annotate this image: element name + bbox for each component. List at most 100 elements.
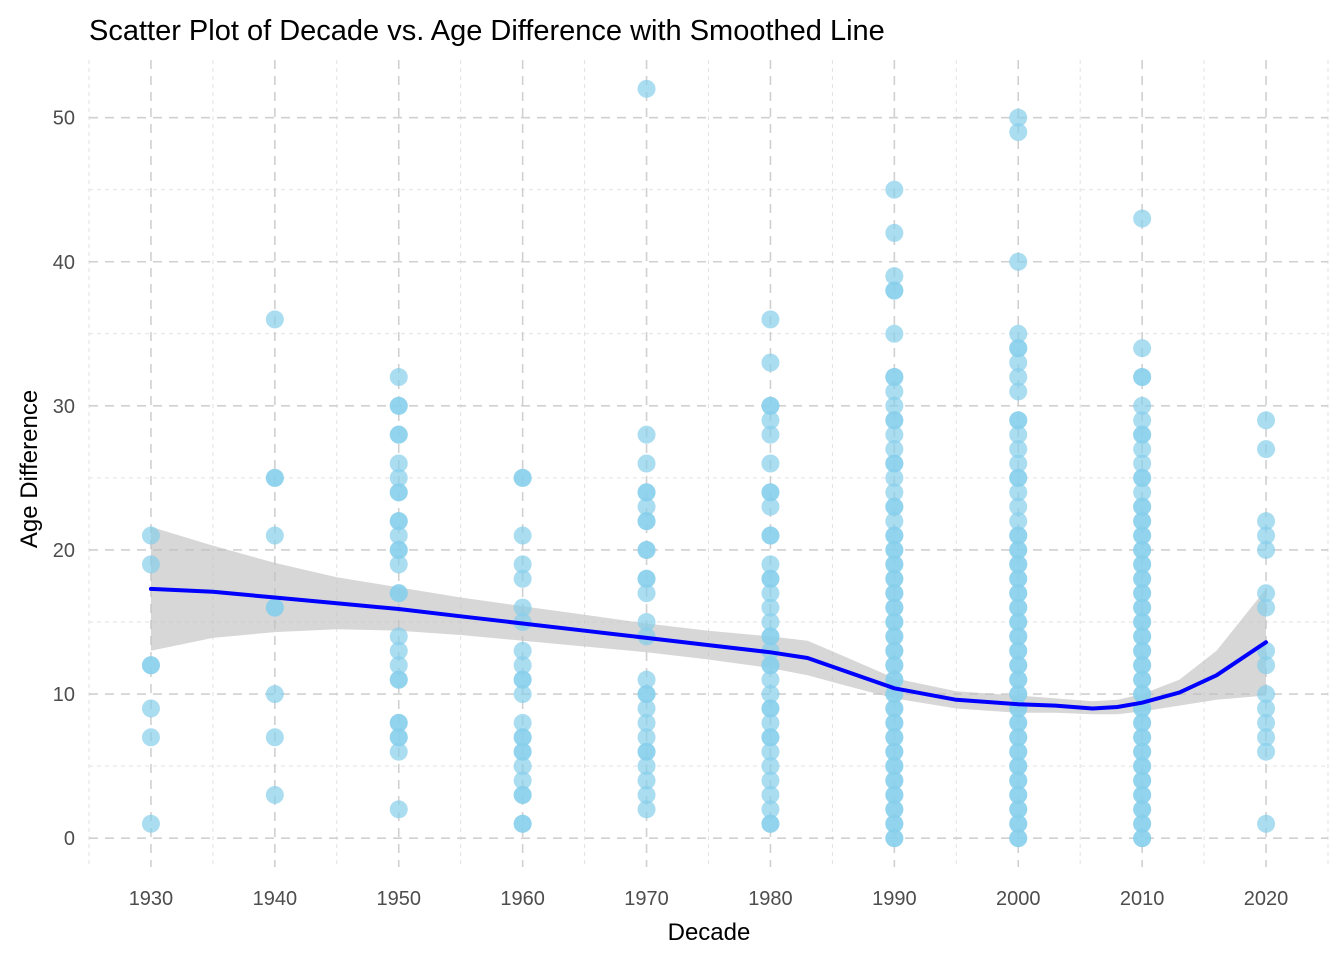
chart-title: Scatter Plot of Decade vs. Age Differenc…	[89, 15, 885, 47]
data-point	[1133, 728, 1152, 747]
data-point	[513, 569, 532, 588]
data-point	[1257, 512, 1276, 531]
data-point	[1133, 425, 1152, 444]
data-point	[637, 483, 656, 502]
data-point	[761, 310, 780, 329]
data-point	[1133, 555, 1152, 574]
data-point	[761, 670, 780, 689]
data-point	[1009, 656, 1028, 675]
data-point	[1133, 670, 1152, 689]
data-point	[761, 699, 780, 718]
data-point	[1009, 108, 1028, 127]
data-point	[637, 79, 656, 98]
data-point	[1009, 670, 1028, 689]
data-point	[885, 771, 904, 790]
data-point	[761, 785, 780, 804]
data-point	[761, 800, 780, 819]
data-point	[513, 728, 532, 747]
data-point	[1257, 411, 1276, 430]
data-point	[761, 425, 780, 444]
data-point	[885, 584, 904, 603]
data-point	[1009, 252, 1028, 271]
data-point	[1133, 613, 1152, 632]
data-point	[513, 757, 532, 776]
data-point	[885, 512, 904, 531]
data-point	[885, 555, 904, 574]
data-point	[761, 627, 780, 646]
data-point	[637, 685, 656, 704]
data-point	[1009, 339, 1028, 358]
data-point	[761, 555, 780, 574]
data-point	[885, 425, 904, 444]
data-point	[761, 613, 780, 632]
data-point	[637, 613, 656, 632]
data-point	[761, 483, 780, 502]
data-point	[1133, 685, 1152, 704]
data-point	[389, 641, 408, 660]
data-point	[761, 353, 780, 372]
data-point	[389, 800, 408, 819]
data-point	[513, 468, 532, 487]
data-point	[389, 713, 408, 732]
data-point	[141, 656, 160, 675]
data-point	[885, 785, 904, 804]
data-point	[1133, 598, 1152, 617]
data-point	[1009, 411, 1028, 430]
data-point	[513, 685, 532, 704]
data-point	[1009, 353, 1028, 372]
data-point	[1009, 440, 1028, 459]
data-point	[141, 699, 160, 718]
data-point	[885, 728, 904, 747]
data-point	[885, 670, 904, 689]
data-point	[637, 569, 656, 588]
data-point	[1009, 785, 1028, 804]
data-point	[1133, 396, 1152, 415]
y-tick-label: 10	[53, 684, 75, 706]
data-point	[1133, 713, 1152, 732]
data-point	[637, 785, 656, 804]
data-point	[513, 771, 532, 790]
data-point	[1009, 641, 1028, 660]
data-point	[1257, 814, 1276, 833]
data-point	[885, 699, 904, 718]
data-point	[885, 440, 904, 459]
data-point	[1133, 411, 1152, 430]
data-point	[389, 526, 408, 545]
data-point	[513, 641, 532, 660]
data-point	[389, 368, 408, 387]
data-point	[1009, 555, 1028, 574]
smoothed-line-group	[148, 586, 1268, 711]
data-point	[637, 699, 656, 718]
data-point	[1009, 382, 1028, 401]
data-point	[1133, 742, 1152, 761]
data-point	[389, 454, 408, 473]
data-point	[1257, 742, 1276, 761]
data-point	[885, 382, 904, 401]
confidence-band-area	[150, 526, 1266, 715]
data-point	[1133, 540, 1152, 559]
data-point	[885, 526, 904, 545]
data-point	[389, 512, 408, 531]
x-tick-label: 1980	[748, 888, 793, 910]
data-point	[1133, 440, 1152, 459]
data-point	[1133, 512, 1152, 531]
data-point	[265, 468, 284, 487]
data-point	[1257, 598, 1276, 617]
data-point	[1133, 785, 1152, 804]
data-point	[513, 555, 532, 574]
data-point	[761, 497, 780, 516]
data-point	[761, 757, 780, 776]
x-tick-label: 2000	[996, 888, 1041, 910]
data-point	[1009, 713, 1028, 732]
data-point	[1009, 569, 1028, 588]
data-point	[1133, 569, 1152, 588]
data-point	[761, 656, 780, 675]
data-point	[761, 584, 780, 603]
data-point	[761, 569, 780, 588]
data-point	[513, 598, 532, 617]
data-point	[637, 742, 656, 761]
data-point	[885, 742, 904, 761]
data-point	[1133, 800, 1152, 819]
data-point	[1133, 497, 1152, 516]
data-point	[637, 800, 656, 819]
